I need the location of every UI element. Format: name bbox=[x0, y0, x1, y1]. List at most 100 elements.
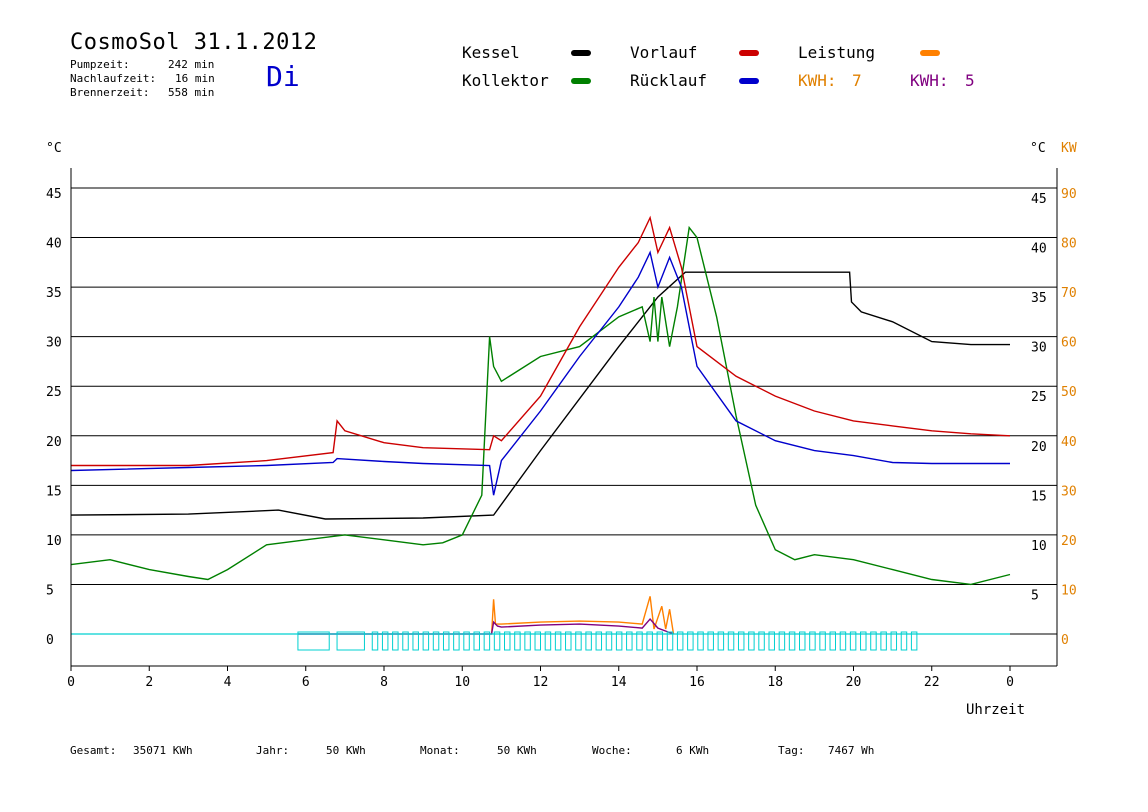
pump-pulse bbox=[676, 631, 684, 651]
y-tick-right-25: 25 bbox=[1031, 390, 1047, 405]
x-tick-7: 14 bbox=[611, 675, 627, 690]
pump-pulse bbox=[870, 631, 877, 651]
pump-pulse bbox=[880, 631, 887, 651]
pump-pulse bbox=[297, 631, 330, 651]
pump-pulse bbox=[697, 631, 704, 651]
y-tick-left-35: 35 bbox=[46, 286, 62, 301]
y-tick-kw-80: 80 bbox=[1061, 237, 1077, 252]
x-tick-0: 0 bbox=[67, 675, 75, 690]
footer-woche-label: Woche: bbox=[592, 744, 632, 757]
pump-pulse bbox=[483, 631, 491, 651]
x-tick-6: 12 bbox=[533, 675, 549, 690]
series-line-0 bbox=[70, 271, 1010, 520]
y-tick-right-30: 30 bbox=[1031, 341, 1047, 356]
pump-pulse bbox=[473, 631, 480, 651]
pump-pulse bbox=[463, 631, 470, 651]
y-axis-unit-left: °C bbox=[46, 141, 62, 156]
pump-pulse bbox=[336, 631, 365, 651]
pump-pulse bbox=[666, 631, 674, 651]
pump-pulse bbox=[493, 631, 501, 651]
footer-woche-value: 6 KWh bbox=[676, 744, 710, 757]
pump-pulse bbox=[544, 631, 552, 651]
series-line-3 bbox=[70, 250, 1010, 496]
pump-pulse bbox=[748, 631, 755, 651]
pump-pulse bbox=[626, 631, 633, 651]
x-tick-12: 0 bbox=[1006, 675, 1014, 690]
stat-pumpzeit-label: Pumpzeit: bbox=[70, 58, 130, 71]
legend-kollektor-label: Kollektor bbox=[462, 71, 549, 90]
pump-pulse bbox=[819, 631, 826, 651]
pump-pulse bbox=[849, 631, 857, 651]
pump-pulse bbox=[758, 631, 765, 651]
y-tick-right-5: 5 bbox=[1031, 588, 1039, 603]
pump-pulse bbox=[402, 631, 409, 651]
pump-pulse bbox=[687, 631, 694, 651]
pump-pulse bbox=[453, 631, 460, 651]
pump-pulse bbox=[392, 631, 399, 651]
y-tick-kw-50: 50 bbox=[1061, 385, 1077, 400]
pump-pulse bbox=[809, 631, 816, 651]
pump-pulse bbox=[422, 631, 430, 651]
legend-vorlauf-swatch bbox=[739, 50, 759, 56]
y-tick-right-35: 35 bbox=[1031, 291, 1047, 306]
footer-gesamt-value: 35071 KWh bbox=[133, 744, 193, 757]
y-tick-kw-20: 20 bbox=[1061, 534, 1077, 549]
footer-jahr-value: 50 KWh bbox=[326, 744, 366, 757]
y-tick-right-10: 10 bbox=[1031, 539, 1047, 554]
legend-leistung-label: Leistung bbox=[798, 43, 876, 62]
pump-pulse bbox=[636, 631, 643, 651]
pump-pulse bbox=[900, 631, 908, 651]
pump-pulse bbox=[432, 631, 440, 651]
y-axis-unit-right: °C bbox=[1030, 141, 1046, 156]
pump-pulse bbox=[768, 631, 775, 651]
x-tick-11: 22 bbox=[924, 675, 940, 690]
x-tick-9: 18 bbox=[767, 675, 783, 690]
legend-kwh2-value: 5 bbox=[965, 71, 975, 90]
pump-pulse bbox=[504, 631, 511, 651]
pump-pulse bbox=[615, 631, 623, 651]
y-tick-kw-40: 40 bbox=[1061, 435, 1077, 450]
y-tick-left-20: 20 bbox=[46, 435, 62, 450]
y-tick-left-0: 0 bbox=[46, 633, 54, 648]
legend-kwh1-label: KWH: bbox=[798, 71, 837, 90]
pump-pulse bbox=[605, 631, 613, 651]
y-tick-kw-90: 90 bbox=[1061, 187, 1077, 202]
y-tick-kw-30: 30 bbox=[1061, 484, 1077, 499]
legend-kollektor-swatch bbox=[571, 78, 591, 84]
x-tick-5: 10 bbox=[454, 675, 470, 690]
pump-pulse bbox=[778, 631, 786, 651]
pump-pulse bbox=[717, 631, 725, 651]
y-tick-left-10: 10 bbox=[46, 534, 62, 549]
stat-pumpzeit-value: 242 min bbox=[168, 58, 215, 71]
legend-kessel-label: Kessel bbox=[462, 43, 520, 62]
x-axis-label: Uhrzeit bbox=[966, 702, 1025, 718]
y-tick-left-15: 15 bbox=[46, 484, 62, 499]
x-tick-2: 4 bbox=[224, 675, 232, 690]
legend-ruecklauf-swatch bbox=[739, 78, 759, 84]
pump-pulse bbox=[585, 631, 592, 651]
legend-kwh2-label: KWH: bbox=[910, 71, 949, 90]
y-tick-right-45: 45 bbox=[1031, 192, 1047, 207]
y-tick-left-25: 25 bbox=[46, 385, 62, 400]
legend-leistung-swatch bbox=[920, 50, 940, 56]
pump-pulse bbox=[595, 631, 603, 651]
x-tick-3: 6 bbox=[302, 675, 310, 690]
pump-pulse bbox=[442, 631, 450, 651]
footer-monat-value: 50 KWh bbox=[497, 744, 537, 757]
pump-pulse bbox=[788, 631, 796, 651]
pump-pulse bbox=[575, 631, 582, 651]
pump-pulse bbox=[534, 631, 542, 651]
x-tick-1: 2 bbox=[145, 675, 153, 690]
pump-pulse bbox=[656, 631, 664, 651]
footer-tag-value: 7467 Wh bbox=[828, 744, 875, 757]
pump-pulse bbox=[839, 631, 847, 651]
pump-pulse bbox=[412, 631, 419, 651]
pump-pulse bbox=[565, 631, 572, 651]
series-line-4 bbox=[490, 596, 675, 635]
footer-jahr-label: Jahr: bbox=[256, 744, 290, 757]
x-tick-8: 16 bbox=[689, 675, 705, 690]
y-tick-right-15: 15 bbox=[1031, 489, 1047, 504]
pump-pulse bbox=[860, 631, 867, 651]
pump-pulse bbox=[829, 631, 837, 651]
y-tick-left-5: 5 bbox=[46, 583, 54, 598]
